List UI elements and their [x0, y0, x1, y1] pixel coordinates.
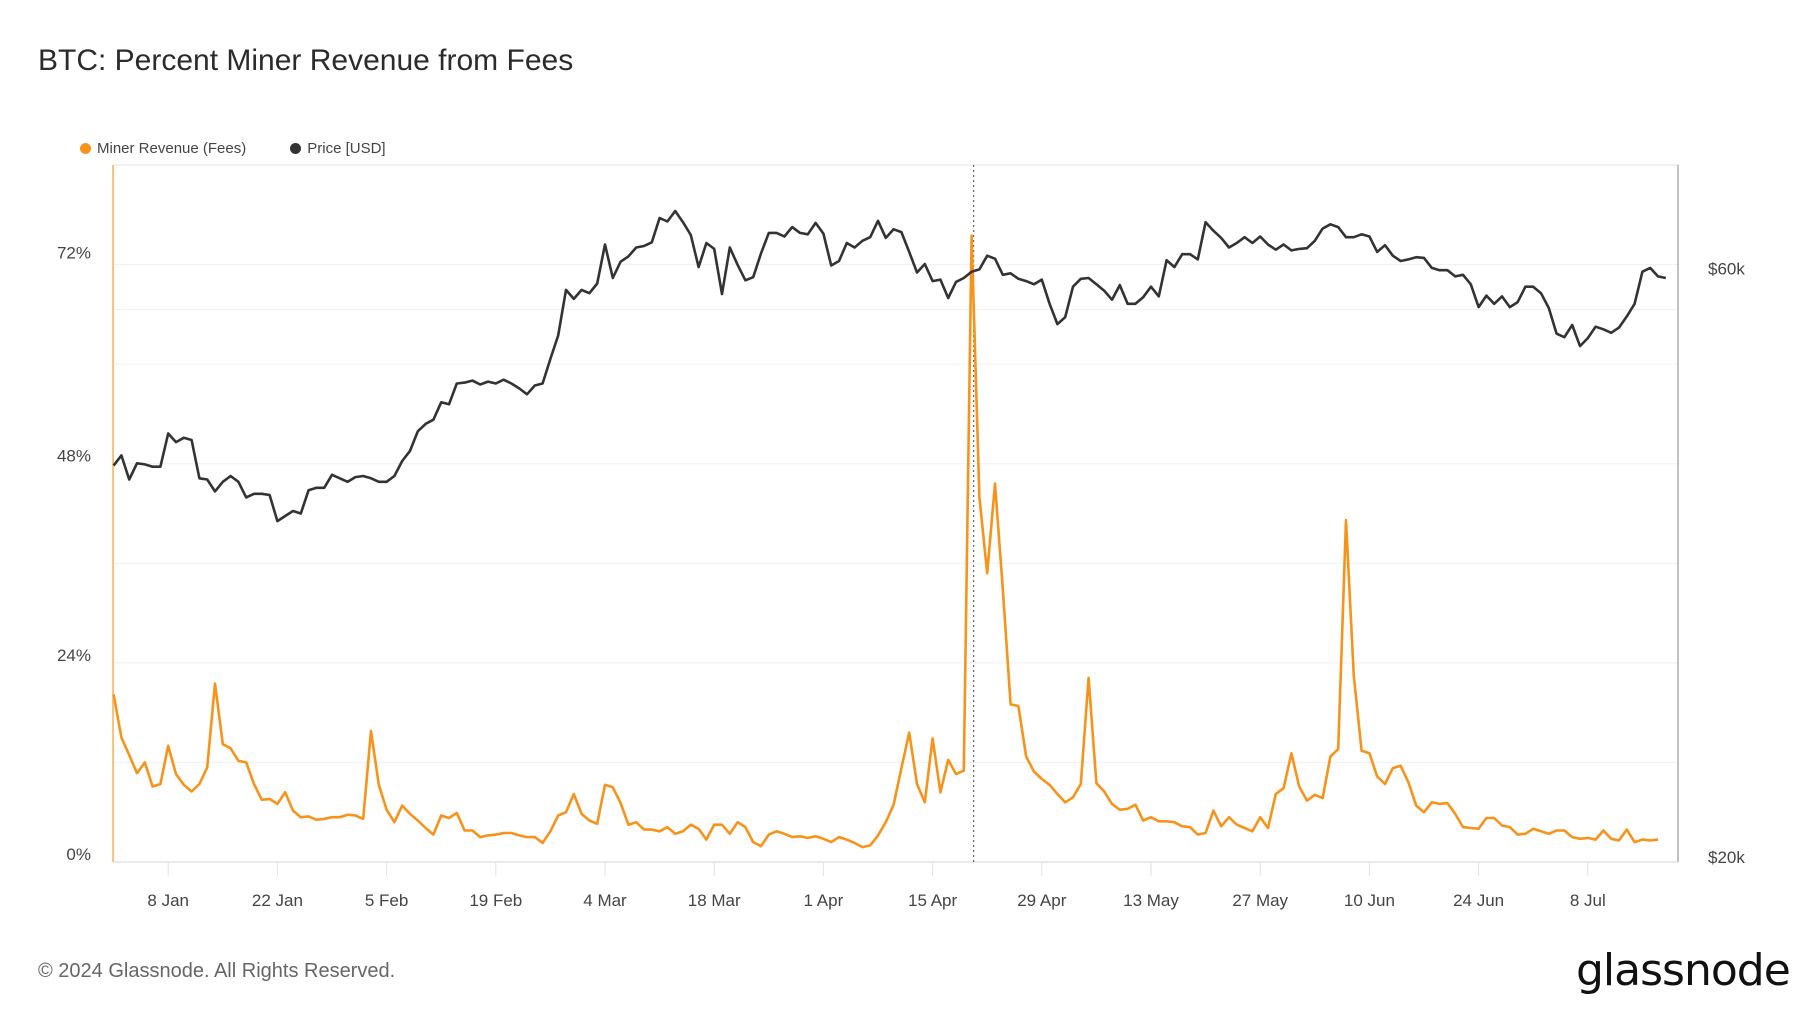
y-left-tick-label: 48% [57, 447, 91, 466]
x-tick-label: 24 Jun [1453, 891, 1504, 910]
x-tick-label: 18 Mar [688, 891, 741, 910]
copyright-footer: © 2024 Glassnode. All Rights Reserved. [38, 960, 396, 982]
legend-dot-fees-icon [80, 143, 91, 154]
x-tick-label: 27 May [1232, 891, 1288, 910]
x-tick-label: 13 May [1123, 891, 1179, 910]
x-tick-label: 29 Apr [1017, 891, 1066, 910]
x-tick-label: 8 Jul [1570, 891, 1606, 910]
glassnode-logo: glassnode [1576, 945, 1791, 996]
legend: Miner Revenue (Fees) Price [USD] [80, 140, 386, 157]
x-tick-label: 22 Jan [252, 891, 303, 910]
fees-series-line [112, 234, 1659, 849]
y-left-tick-label: 72% [57, 244, 91, 263]
y-left-tick-label: 0% [66, 845, 91, 864]
y-left-tick-label: 24% [57, 646, 91, 665]
legend-dot-price-icon [290, 143, 302, 154]
x-tick-label: 1 Apr [804, 891, 844, 910]
y-right-tick-label: $20k [1708, 848, 1745, 867]
x-tick-label: 10 Jun [1344, 891, 1395, 910]
y-right-tick-label: $60k [1708, 260, 1745, 279]
chart-title: BTC: Percent Miner Revenue from Fees [38, 44, 574, 77]
legend-item-fees[interactable]: Miner Revenue (Fees) [80, 140, 246, 157]
x-tick-label: 19 Feb [469, 891, 522, 910]
price-series-line [112, 209, 1667, 523]
x-tick-label: 8 Jan [147, 891, 189, 910]
legend-label-fees: Miner Revenue (Fees) [97, 140, 247, 157]
x-tick-label: 15 Apr [908, 891, 957, 910]
x-tick-label: 4 Mar [583, 891, 627, 910]
x-tick-label: 5 Feb [365, 891, 408, 910]
legend-label-price: Price [USD] [307, 140, 386, 157]
legend-item-price[interactable]: Price [USD] [290, 140, 386, 157]
